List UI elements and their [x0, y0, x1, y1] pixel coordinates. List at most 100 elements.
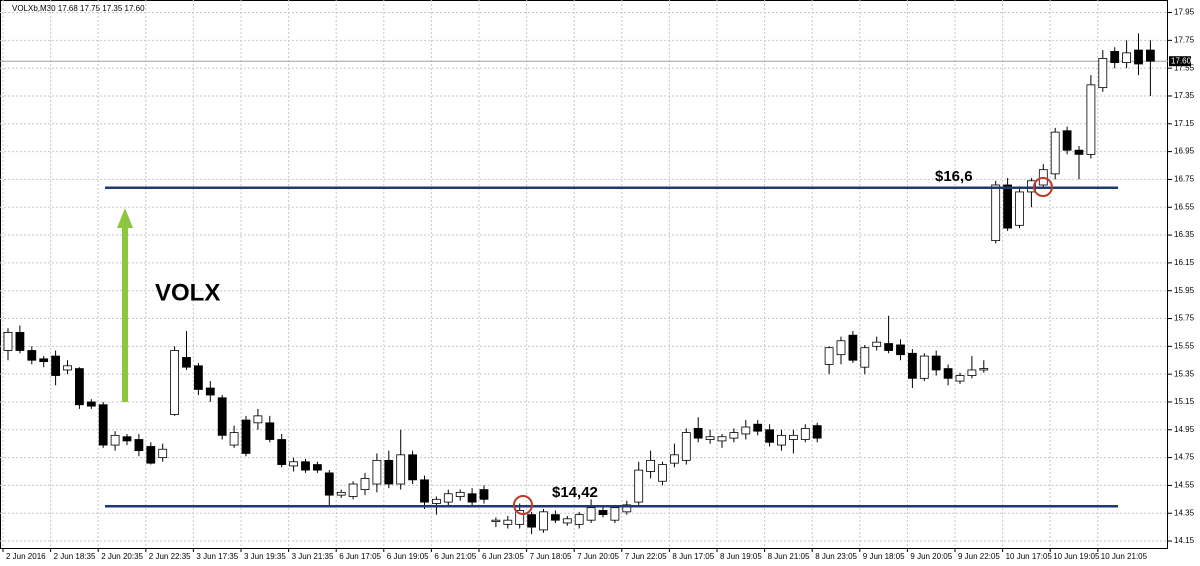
candle-body	[324, 472, 334, 496]
candle-body	[562, 518, 572, 524]
y-tick-label: 16.55	[1174, 202, 1195, 211]
candle-body	[836, 340, 846, 356]
candle-body	[1146, 49, 1155, 62]
candle-body	[681, 432, 691, 461]
candle-body	[420, 479, 429, 503]
y-tick-label: 15.35	[1174, 369, 1195, 378]
candle-body	[860, 347, 870, 368]
candle-body	[360, 478, 370, 490]
candle-body	[539, 511, 548, 531]
y-tick-label: 14.95	[1174, 425, 1195, 434]
candle-body	[586, 507, 596, 521]
candle-body	[229, 432, 239, 446]
x-tick-label: 6 Jun 23:05	[482, 552, 524, 561]
candle-body	[729, 432, 739, 439]
y-tick-label: 14.75	[1174, 453, 1195, 462]
candle-body	[110, 434, 120, 446]
candle-body	[598, 510, 608, 516]
marker-circle	[1033, 177, 1053, 197]
x-tick-label: 7 Jun 20:05	[577, 552, 619, 561]
y-tick-label: 17.15	[1174, 119, 1195, 128]
candle-body	[646, 459, 655, 472]
y-tick-label: 16.15	[1174, 258, 1195, 267]
candle-body	[765, 429, 774, 443]
candle-body	[15, 332, 25, 351]
candle-body	[1074, 149, 1084, 155]
candle-body	[193, 365, 203, 390]
candle-body	[670, 454, 679, 464]
candle-body	[467, 493, 477, 503]
candle-body	[527, 514, 536, 528]
x-tick-label: 10 Jun 17:05	[1006, 552, 1053, 561]
candle-body	[908, 352, 917, 379]
candle-body	[158, 448, 168, 458]
candle-body	[241, 419, 251, 454]
x-tick-label: 6 Jun 17:05	[339, 552, 381, 561]
y-tick-label: 17.35	[1174, 91, 1195, 100]
candle-body	[848, 334, 858, 361]
candle-body	[812, 425, 822, 439]
candle-body	[372, 459, 382, 485]
x-tick-label: 9 Jun 20:05	[910, 552, 952, 561]
candle-body	[1134, 49, 1143, 65]
candle-body	[253, 415, 263, 424]
x-tick-label: 8 Jun 21:05	[768, 552, 810, 561]
y-tick-label: 16.35	[1174, 230, 1195, 239]
candle-body	[170, 350, 180, 415]
candle-body	[51, 355, 60, 376]
x-tick-label: 7 Jun 18:05	[530, 552, 572, 561]
chart-title: VOLXb,M30 17.68 17.75 17.35 17.60	[12, 4, 145, 13]
candle-body	[800, 427, 810, 440]
y-tick-label: 17.55	[1174, 63, 1195, 72]
candle-body	[348, 483, 358, 497]
candle-body	[312, 464, 322, 471]
x-tick-label: 6 Jun 21:05	[434, 552, 476, 561]
x-tick-label: 8 Jun 17:05	[672, 552, 714, 561]
candle-body	[146, 446, 156, 464]
candle-body	[693, 427, 703, 439]
candle-body	[1062, 130, 1072, 151]
candle-body	[134, 439, 144, 452]
candle-body	[455, 491, 465, 497]
x-tick-label: 3 Jun 19:35	[244, 552, 286, 561]
candle-body	[658, 464, 667, 482]
y-tick-label: 14.55	[1174, 481, 1195, 490]
candle-body	[336, 491, 346, 496]
candle-body	[384, 459, 394, 485]
candle-body	[931, 355, 941, 371]
candle-body	[717, 436, 727, 442]
candle-body	[301, 461, 310, 471]
candle-body	[75, 368, 84, 406]
candle-body	[63, 365, 72, 371]
y-tick-label: 15.95	[1174, 286, 1195, 295]
candle-body	[217, 397, 227, 436]
candle-body	[943, 368, 953, 379]
y-tick-label: 17.75	[1174, 35, 1195, 44]
candle-body	[122, 436, 132, 442]
candle-body	[955, 375, 965, 382]
y-tick-label: 16.75	[1174, 175, 1195, 184]
candle-body	[991, 184, 1001, 242]
candle-body	[705, 436, 715, 440]
candle-body	[824, 347, 834, 365]
candle-body	[396, 454, 406, 485]
candle-body	[1110, 51, 1120, 63]
x-tick-label: 8 Jun 19:05	[720, 552, 762, 561]
candle-body	[777, 434, 786, 446]
candle-body	[277, 439, 287, 465]
current-price-box	[1169, 56, 1191, 67]
candle-body	[1003, 184, 1012, 229]
candle-body	[1027, 180, 1036, 193]
up-arrow	[117, 208, 133, 402]
y-tick-label: 14.35	[1174, 508, 1195, 517]
candle-body	[979, 368, 989, 371]
candle-body	[39, 358, 49, 363]
marker-circle	[513, 495, 533, 515]
candle-body	[1015, 191, 1024, 226]
candle-body	[503, 519, 513, 525]
current-price-label: 17.60	[1171, 56, 1192, 65]
candle-body	[1086, 84, 1096, 155]
candle-body	[265, 422, 275, 440]
